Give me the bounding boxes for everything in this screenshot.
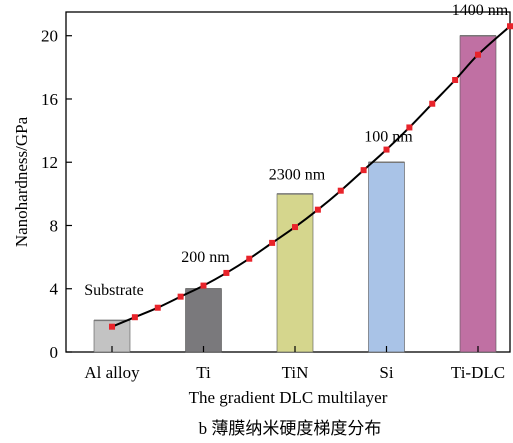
annotation-1: 200 nm	[181, 249, 230, 266]
x-tick-label-al-alloy: Al alloy	[84, 363, 140, 382]
bar-tin	[276, 193, 314, 353]
trend-point-10	[337, 187, 344, 194]
bar-si	[368, 161, 405, 353]
figure-caption: b 薄膜纳米硬度梯度分布	[199, 419, 382, 438]
trend-point-15	[452, 77, 459, 83]
trend-point-6	[246, 255, 253, 262]
annotation-4: 1400 nm	[452, 2, 509, 19]
trend-group	[109, 23, 513, 330]
trend-point-5	[223, 269, 230, 276]
annotation-2: 2300 nm	[269, 167, 326, 184]
annotations-group: Substrate 200 nm 2300 nm 100 nm 1400 nm	[84, 2, 509, 299]
trend-point-3	[177, 293, 184, 300]
x-tick-label-tin: TiN	[282, 363, 309, 382]
annotation-3: 100 nm	[364, 129, 413, 146]
trend-point-12	[383, 146, 390, 153]
x-tick-label-ti-dlc: Ti-DLC	[451, 363, 505, 382]
y-axis-title: Nanohardness/GPa	[12, 116, 31, 247]
x-axis-title: The gradient DLC multilayer	[189, 388, 388, 407]
trend-point-13	[406, 124, 413, 131]
x-ticks-group: Al alloy Ti TiN Si Ti-DLC	[84, 346, 505, 382]
trend-point-9	[314, 206, 321, 213]
x-tick-label-si: Si	[379, 363, 393, 382]
trend-point-17	[507, 23, 513, 30]
bar-ti	[185, 288, 222, 353]
trend-point-8	[292, 224, 298, 231]
y-tick-label-4: 4	[50, 280, 59, 299]
x-tick-label-ti: Ti	[196, 363, 211, 382]
annotation-0: Substrate	[84, 282, 144, 299]
y-tick-label-12: 12	[41, 153, 58, 172]
y-tick-label-0: 0	[50, 343, 59, 362]
bars-group	[93, 34, 497, 353]
trend-point-1	[131, 314, 138, 321]
y-ticks-group: 0 4 8 12 16 20	[41, 27, 72, 362]
trend-point-11	[360, 167, 367, 174]
y-tick-label-8: 8	[50, 216, 59, 235]
trend-point-4	[200, 282, 207, 289]
y-tick-label-16: 16	[41, 90, 58, 109]
trend-point-16	[475, 51, 481, 58]
trend-point-0	[109, 323, 115, 330]
y-tick-label-20: 20	[41, 27, 58, 46]
trend-point-2	[154, 304, 161, 311]
bar-ti-dlc	[459, 35, 497, 353]
trend-point-14	[429, 100, 436, 107]
trend-point-7	[269, 239, 276, 246]
